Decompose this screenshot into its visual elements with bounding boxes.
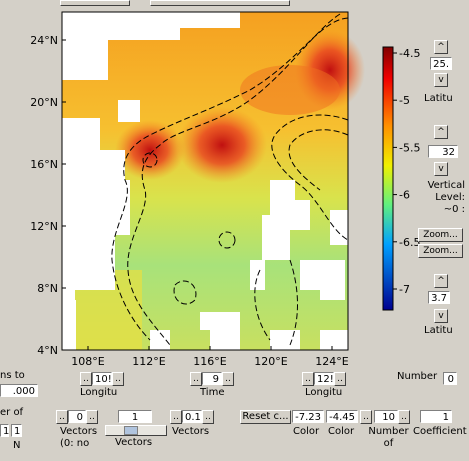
label: Vectors	[115, 437, 153, 448]
button[interactable]: ..	[202, 410, 214, 424]
colorbar-label: -6.5	[399, 236, 420, 249]
field[interactable]: 0.1	[182, 410, 202, 423]
label: Vectors	[172, 426, 210, 437]
hot-spot	[115, 120, 185, 180]
label: Number of	[368, 426, 409, 449]
field[interactable]: 1	[118, 410, 152, 423]
label: Vertical Level: ~0 :	[427, 180, 465, 215]
zoom-button[interactable]: Zoom...	[418, 244, 463, 258]
land	[62, 12, 348, 350]
button[interactable]: ..	[222, 372, 234, 386]
y-tick-label: 4°N	[37, 344, 58, 357]
label: Longitu	[305, 387, 343, 398]
x-tick-label: 112°E	[132, 355, 165, 368]
label: Latitu	[424, 93, 453, 104]
hot-spot	[240, 65, 340, 115]
down-button[interactable]: v	[434, 73, 448, 87]
top-button[interactable]	[60, 0, 130, 6]
x-tick-label: 124°E	[315, 355, 348, 368]
field[interactable]: -4.45	[326, 410, 358, 423]
y-tick-label: 24°N	[30, 34, 58, 47]
label: er of	[0, 407, 24, 418]
colorbar-label: -5	[399, 94, 410, 107]
lat-field[interactable]: 25.	[430, 57, 452, 70]
x-tick-label: 116°E	[193, 355, 226, 368]
zoom-button[interactable]: Zoom...	[418, 228, 463, 242]
field[interactable]: .000	[0, 384, 38, 397]
down-button[interactable]: v	[434, 309, 448, 323]
label: Time	[200, 387, 225, 398]
field[interactable]: 1	[11, 424, 22, 437]
down-button[interactable]: v	[434, 162, 448, 176]
label: Color	[328, 426, 355, 437]
label: Color	[293, 426, 320, 437]
y-tick-label: 16°N	[30, 158, 58, 171]
button[interactable]: ..	[360, 410, 372, 424]
x-tick-label: 120°E	[254, 355, 287, 368]
up-button[interactable]: ^	[434, 274, 448, 288]
field[interactable]: 1	[0, 424, 9, 437]
ticks: 24°N 20°N 16°N 12°N 8°N 4°N 108°E 112°E 116°E 120…	[30, 34, 420, 368]
lon-field[interactable]: 12!	[314, 372, 334, 385]
label: Longitu	[80, 387, 118, 398]
colorbar-label: -7	[399, 283, 410, 296]
field[interactable]: 10	[374, 410, 398, 423]
y-tick-label: 20°N	[30, 96, 58, 109]
up-button[interactable]: ^	[434, 40, 448, 54]
lat-field[interactable]: 3.7	[428, 291, 450, 304]
level-field[interactable]: 32	[428, 145, 458, 158]
reset-button[interactable]: Reset c...	[240, 410, 291, 424]
button[interactable]: ..	[56, 410, 68, 424]
field[interactable]: -7.23	[292, 410, 324, 423]
button[interactable]: ..	[190, 372, 202, 386]
field[interactable]: 0	[68, 410, 86, 423]
y-tick-label: 8°N	[37, 282, 58, 295]
hot-spot	[177, 107, 267, 183]
slider[interactable]	[105, 425, 167, 436]
button[interactable]: ..	[112, 372, 124, 386]
button[interactable]: ..	[398, 410, 410, 424]
label: Coefficient	[413, 426, 467, 437]
button[interactable]: ..	[86, 410, 98, 424]
colorbar-label: -5.5	[399, 141, 420, 154]
x-tick-label: 108°E	[71, 355, 104, 368]
map-frame	[61, 11, 349, 351]
number-field[interactable]: 0	[443, 372, 457, 385]
button[interactable]: ..	[170, 410, 182, 424]
button[interactable]: ..	[302, 372, 314, 386]
time-field[interactable]: 9	[202, 372, 222, 385]
up-button[interactable]: ^	[434, 125, 448, 139]
colorbar-label: -4.5	[399, 47, 420, 60]
field[interactable]: 1	[420, 410, 452, 423]
top-field[interactable]	[150, 0, 290, 6]
colorbar-label: -6	[399, 189, 410, 202]
label: N	[13, 440, 21, 451]
label: ns to	[0, 370, 25, 381]
colorbar	[382, 46, 394, 311]
contour	[111, 13, 349, 346]
label: Latitu	[424, 325, 453, 336]
y-tick-label: 12°N	[30, 220, 58, 233]
button[interactable]: ..	[334, 372, 346, 386]
label: Vectors (0: no	[60, 426, 98, 449]
button[interactable]: ..	[80, 372, 92, 386]
lon-field[interactable]: 10!	[92, 372, 112, 385]
label: Number	[397, 371, 438, 382]
